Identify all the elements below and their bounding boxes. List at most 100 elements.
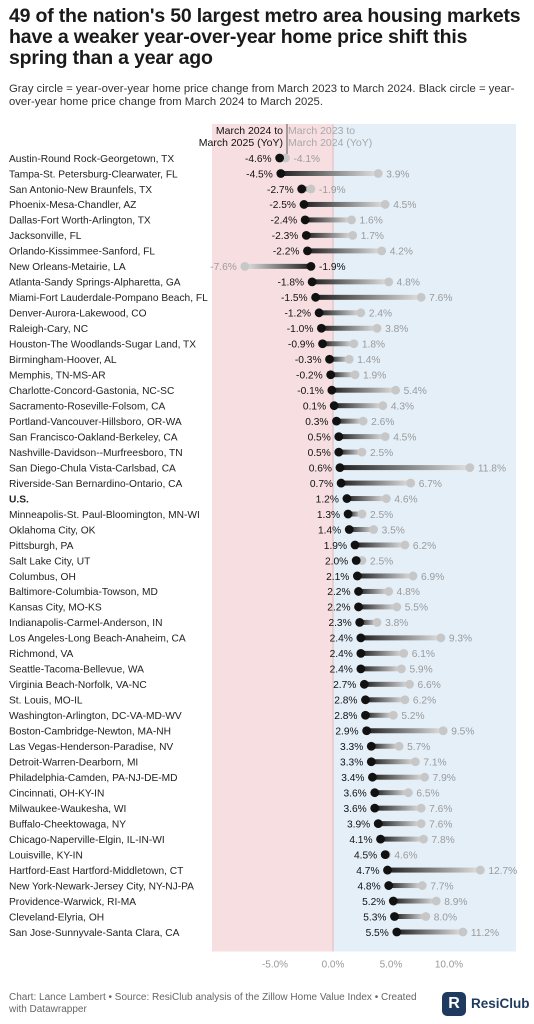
connector-bar <box>394 914 426 920</box>
metro-label: Louisville, KY-IN <box>9 850 83 861</box>
prior-dot <box>405 679 414 689</box>
prior-dot <box>417 881 427 890</box>
prior-value-label: 6.9% <box>421 572 444 583</box>
connector-bar <box>387 867 481 873</box>
metro-label: Nashville-Davidson--Murfreesboro, TN <box>9 448 183 459</box>
row-32: Richmond, VA 2.4% 6.1% <box>9 648 435 660</box>
prior-dot <box>372 323 382 333</box>
prior-dot <box>384 587 394 596</box>
metro-label: Salt Lake City, UT <box>9 556 90 567</box>
connector-bar <box>360 666 402 672</box>
current-value-label: 2.0% <box>325 556 348 567</box>
metro-label: Las Vegas-Henderson-Paradise, NV <box>9 742 173 753</box>
metro-label: Oklahoma City, OK <box>9 525 96 536</box>
metro-label: Chicago-Naperville-Elgin, IL-IN-WI <box>9 835 165 846</box>
prior-value-label: 5.2% <box>401 711 424 722</box>
prior-value-label: 11.2% <box>471 928 499 939</box>
prior-dot <box>358 416 368 426</box>
prior-value-label: 6.1% <box>412 649 435 660</box>
row-42: Milwaukee-Waukesha, WI 3.6% 7.6% <box>9 803 452 815</box>
prior-dot <box>350 370 360 380</box>
prior-dot <box>410 757 420 767</box>
current-value-label: 5.2% <box>362 897 385 908</box>
current-dot <box>318 339 327 349</box>
current-dot <box>361 710 370 720</box>
prior-dot <box>357 509 367 519</box>
prior-dot <box>458 927 468 937</box>
prior-value-label: 4.6% <box>394 494 417 505</box>
metro-label: Memphis, TN-MS-AR <box>9 371 106 382</box>
metro-label: Providence-Warwick, RI-MA <box>9 897 136 908</box>
row-47: New York-Newark-Jersey City, NY-NJ-PA 4.8… <box>9 881 454 892</box>
prior-value-label: 9.5% <box>451 727 474 738</box>
row-2: San Antonio-New Braunfels, TX -2.7% -1.9% <box>9 184 346 196</box>
prior-dot <box>347 215 356 225</box>
prior-dot <box>420 772 430 782</box>
metro-label: Raleigh-Cary, NC <box>9 324 88 335</box>
connector-bar <box>349 527 374 533</box>
prior-dot <box>372 618 382 627</box>
prior-value-label: 5.7% <box>407 742 430 753</box>
current-dot <box>327 385 337 395</box>
current-value-label: 2.2% <box>327 603 350 614</box>
prior-value-label: 7.6% <box>429 293 452 304</box>
prior-value-label: 7.7% <box>430 881 453 892</box>
connector-bar <box>374 790 409 796</box>
row-48: Providence-Warwick, RI-MA 5.2% 8.9% <box>9 896 467 908</box>
current-dot <box>355 618 365 627</box>
row-3: Phoenix-Mesa-Chandler, AZ -2.5% 4.5% <box>9 200 416 211</box>
current-value-label: -1.5% <box>281 293 308 304</box>
resiclub-logo-icon: R <box>442 992 466 1016</box>
prior-value-label: 2.5% <box>370 510 393 521</box>
current-value-label: 5.5% <box>366 928 389 939</box>
current-dot <box>373 819 383 829</box>
connector-bar <box>358 604 397 610</box>
current-value-label: -4.6% <box>245 154 272 165</box>
connector-bar <box>321 325 378 331</box>
row-36: Washington-Arlington, DC-VA-MD-WV 2.8% 5.2… <box>9 710 425 722</box>
current-value-label: 3.4% <box>341 773 364 784</box>
current-value-label: 1.9% <box>324 541 347 552</box>
prior-dot <box>397 664 406 674</box>
prior-value-label: 4.5% <box>393 432 416 443</box>
row-50: San Jose-Sunnyvale-Santa Clara, CA 5.5% 11… <box>9 927 499 939</box>
metro-label: Buffalo-Cheektowaga, NY <box>9 819 126 830</box>
row-14: Memphis, TN-MS-AR -0.2% 1.9% <box>9 370 386 382</box>
prior-dot <box>419 834 428 844</box>
metro-label: Orlando-Kissimmee-Sanford, FL <box>9 247 155 258</box>
prior-dot <box>380 200 390 209</box>
connector-bar <box>304 201 386 207</box>
metro-label: Austin-Round Rock-Georgetown, TX <box>9 154 174 165</box>
prior-value-label: 4.8% <box>397 587 420 598</box>
row-12: Houston-The Woodlands-Sugar Land, TX -0.9… <box>9 339 385 351</box>
metro-label: Kansas City, MO-KS <box>9 603 102 614</box>
connector-bar <box>388 883 423 889</box>
legend-prior-line2: March 2024 (YoY) <box>288 137 372 149</box>
metro-label: Washington-Arlington, DC-VA-MD-WV <box>9 711 182 722</box>
current-dot <box>297 184 307 194</box>
current-dot <box>384 881 394 890</box>
current-value-label: 3.6% <box>344 804 367 815</box>
current-value-label: 2.2% <box>327 587 350 598</box>
prior-dot <box>406 478 416 488</box>
prior-value-label: 3.8% <box>385 324 408 335</box>
current-value-label: 0.3% <box>305 417 328 428</box>
connector-bar <box>393 898 437 904</box>
current-dot <box>335 463 345 472</box>
connector-bar <box>371 743 400 749</box>
metro-label: Cincinnati, OH-KY-IN <box>9 788 104 799</box>
current-dot <box>361 695 370 705</box>
row-5: Jacksonville, FL -2.3% 1.7% <box>9 231 384 242</box>
current-dot <box>359 679 369 689</box>
connector-bar <box>360 635 441 641</box>
current-value-label: 2.4% <box>330 649 353 660</box>
prior-dot <box>408 571 418 581</box>
prior-value-label: 7.6% <box>429 804 452 815</box>
prior-dot <box>465 463 475 472</box>
row-34: Virginia Beach-Norfolk, VA-NC 2.7% 6.6% <box>9 679 441 691</box>
metro-label: Detroit-Warren-Dearborn, MI <box>9 758 138 769</box>
row-37: Boston-Cambridge-Newton, MA-NH 2.9% 9.5% <box>9 726 474 738</box>
row-41: Cincinnati, OH-KY-IN 3.6% 6.5% <box>9 788 440 799</box>
metro-label: Birmingham-Hoover, AL <box>9 355 117 366</box>
current-dot <box>329 401 339 411</box>
